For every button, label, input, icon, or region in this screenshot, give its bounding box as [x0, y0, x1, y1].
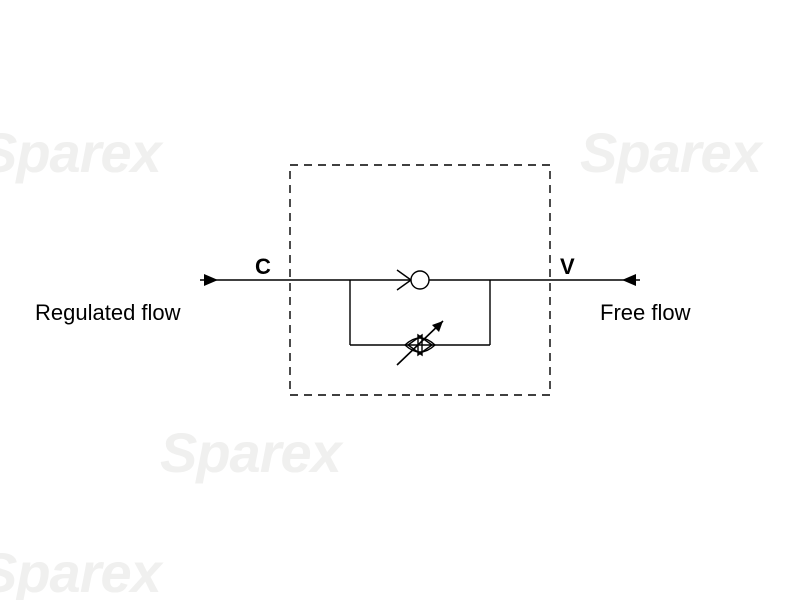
port-desc-regulated: Regulated flow: [35, 300, 181, 325]
hydraulic-schematic: C V Regulated flow Free flow: [0, 0, 800, 600]
arrow-in-left-icon: [204, 274, 218, 286]
throttle-valve-icon: [350, 280, 490, 365]
port-label-c: C: [255, 254, 271, 279]
arrow-in-right-icon: [622, 274, 636, 286]
port-desc-free: Free flow: [600, 300, 691, 325]
port-label-v: V: [560, 254, 575, 279]
